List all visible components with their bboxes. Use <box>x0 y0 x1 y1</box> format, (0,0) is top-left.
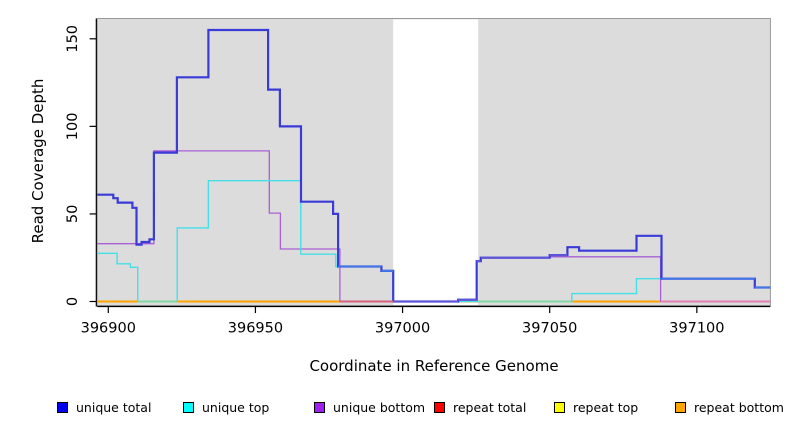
legend-swatch-repeat-top <box>554 401 565 413</box>
legend-swatch-unique-total <box>57 401 68 413</box>
legend-label: repeat total <box>453 399 527 415</box>
legend-label: repeat bottom <box>694 399 784 415</box>
y-tick-label: 100 <box>65 113 81 141</box>
legend-swatch-unique-bottom <box>314 401 325 413</box>
x-tick-label: 397000 <box>375 321 430 337</box>
series-unique-top-line <box>97 180 771 303</box>
gap-region <box>393 19 479 306</box>
legend-item-repeat-bottom: repeat bottom <box>675 398 784 416</box>
y-tick-label: 150 <box>65 25 81 53</box>
legend-label: unique bottom <box>333 399 426 415</box>
series-unique-total-line <box>97 28 771 303</box>
x-tick-label: 397100 <box>669 321 724 337</box>
legend-item-unique-top: unique top <box>183 398 269 416</box>
legend-item-repeat-top: repeat top <box>554 398 638 416</box>
legend-swatch-repeat-total <box>434 401 445 413</box>
legend-item-unique-bottom: unique bottom <box>314 398 425 416</box>
legend-label: unique total <box>76 399 152 415</box>
y-axis-title: Read Coverage Depth <box>29 78 47 244</box>
chart-legend: unique total unique top unique bottom repea… <box>0 398 792 420</box>
legend-label: repeat top <box>573 399 639 415</box>
y-tick-label: 50 <box>65 205 81 223</box>
legend-label: unique top <box>202 399 270 415</box>
x-axis-title: Coordinate in Reference Genome <box>309 357 559 375</box>
legend-item-unique-total: unique total <box>57 398 151 416</box>
legend-item-repeat-total: repeat total <box>434 398 526 416</box>
legend-swatch-repeat-bottom <box>675 401 686 413</box>
legend-swatch-unique-top <box>183 401 194 413</box>
x-tick-label: 397050 <box>522 321 577 337</box>
y-tick-label: 0 <box>65 297 81 306</box>
x-tick-label: 396950 <box>228 321 283 337</box>
x-tick-label: 396900 <box>81 321 136 337</box>
